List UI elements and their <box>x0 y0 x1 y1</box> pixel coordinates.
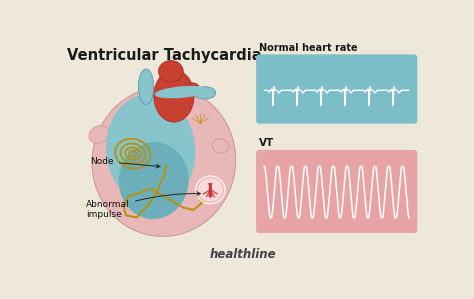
Ellipse shape <box>197 178 224 202</box>
Ellipse shape <box>212 139 229 153</box>
FancyBboxPatch shape <box>256 54 417 124</box>
Ellipse shape <box>106 94 195 206</box>
Ellipse shape <box>194 87 216 99</box>
Ellipse shape <box>92 86 236 236</box>
Ellipse shape <box>158 60 183 82</box>
Ellipse shape <box>138 69 154 104</box>
Ellipse shape <box>154 70 194 122</box>
Text: Ventricular Tachycardia: Ventricular Tachycardia <box>67 48 262 63</box>
FancyBboxPatch shape <box>256 150 417 233</box>
Ellipse shape <box>195 175 226 205</box>
Text: Node: Node <box>90 157 160 168</box>
Ellipse shape <box>119 142 189 219</box>
Ellipse shape <box>186 83 200 94</box>
Text: Abnormal
impulse: Abnormal impulse <box>86 192 201 219</box>
Ellipse shape <box>155 86 209 98</box>
Text: healthline: healthline <box>210 248 276 261</box>
Ellipse shape <box>89 126 110 143</box>
Text: VT: VT <box>259 138 274 148</box>
Text: Normal heart rate: Normal heart rate <box>259 43 358 53</box>
